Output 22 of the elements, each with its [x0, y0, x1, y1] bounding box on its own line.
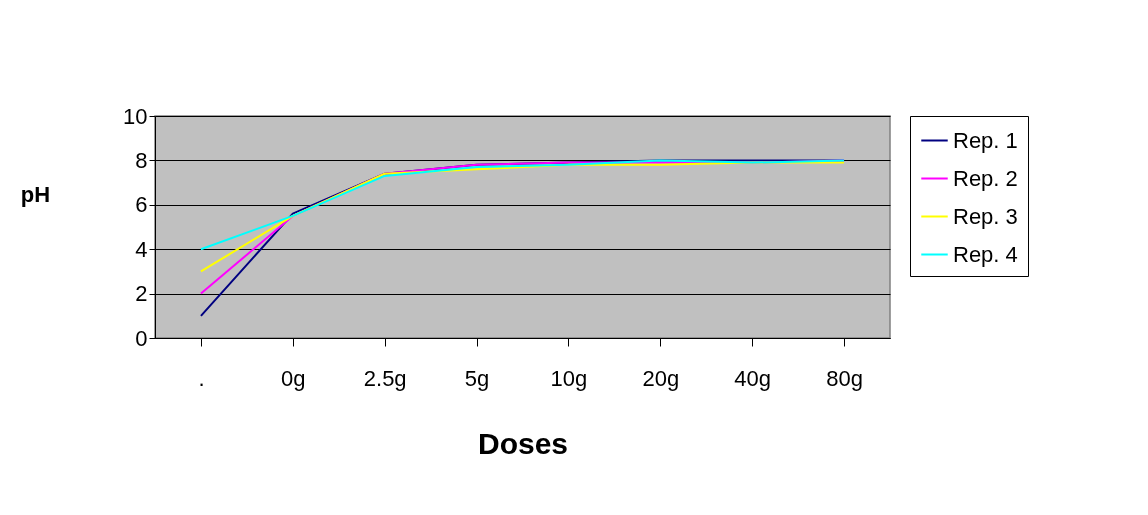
- y-tick-label: 0: [135, 325, 148, 351]
- line-series: [199, 161, 846, 273]
- legend-label: Rep. 1: [953, 127, 1018, 153]
- x-tick-label: 0g: [281, 365, 306, 391]
- x-tick-label: 2.5g: [363, 365, 407, 391]
- y-tick-label: 10: [123, 103, 148, 129]
- legend-label: Rep. 2: [953, 165, 1018, 191]
- x-tick-label: 10g: [550, 365, 588, 391]
- y-tick-label: 6: [135, 192, 148, 218]
- legend-label: Rep. 3: [953, 203, 1018, 229]
- y-tick-label: 4: [135, 236, 148, 262]
- y-tick-label: 8: [135, 147, 148, 173]
- y-tick-label: 2: [135, 281, 148, 307]
- y-axis-title: pH: [20, 181, 51, 207]
- legend-label: Rep. 4: [953, 241, 1018, 267]
- x-tick-label: .: [198, 365, 205, 391]
- line-series: [199, 159, 846, 251]
- x-tick-label: 5g: [464, 365, 490, 391]
- x-tick-label: 80g: [826, 365, 863, 391]
- x-axis-title: Doses: [477, 426, 569, 460]
- x-tick-label: 20g: [642, 365, 680, 391]
- x-tick-label: 40g: [734, 365, 772, 391]
